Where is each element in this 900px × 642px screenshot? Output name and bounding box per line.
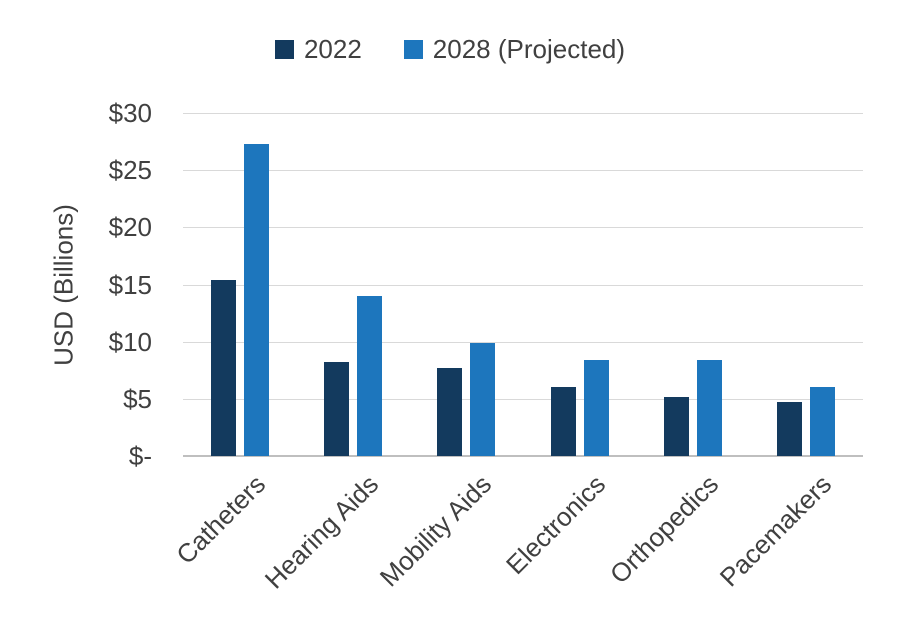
gridline (183, 113, 863, 114)
bar-2028-projected--orthopedics (697, 359, 722, 456)
x-label-catheters: Catheters (169, 469, 271, 570)
legend: 2022 2028 (Projected) (0, 30, 900, 68)
y-tick-label-15: $15 (108, 269, 152, 300)
y-tick-label-20: $20 (108, 212, 152, 243)
legend-swatch-icon (403, 39, 423, 59)
x-label-mobility-aids: Mobility Aids (374, 469, 498, 593)
bar-2028-projected--catheters (243, 143, 269, 456)
plot-area (183, 113, 863, 457)
legend-label: 2028 (Projected) (432, 33, 626, 64)
gridline (183, 227, 863, 229)
y-tick-label-30: $30 (108, 98, 152, 128)
gridline (183, 170, 863, 172)
x-label-orthopedics: Orthopedics (603, 469, 725, 590)
bar-2028-projected--pacemakers (810, 387, 836, 456)
legend-item-2022: 2022 (274, 33, 362, 65)
y-tick-label-5: $5 (123, 383, 152, 414)
gridline (183, 341, 863, 343)
x-axis-line (183, 455, 863, 457)
y-tick-label-0: $- (128, 441, 152, 471)
x-label-pacemakers: Pacemakers (714, 469, 838, 593)
bar-2022-pacemakers (777, 402, 803, 456)
bar-2028-projected--hearing-aids (357, 295, 382, 456)
y-tick-label-25: $25 (108, 155, 152, 186)
bar-2022-orthopedics (664, 396, 689, 456)
bar-2022-mobility-aids (437, 367, 463, 456)
legend-swatch-icon (274, 39, 294, 59)
bar-2028-projected--mobility-aids (470, 342, 496, 456)
legend-item-2028-projected-: 2028 (Projected) (403, 33, 626, 65)
legend-label: 2022 (303, 33, 362, 64)
bar-2022-electronics (550, 387, 576, 456)
bar-2028-projected--electronics (583, 359, 609, 456)
bar-2022-catheters (210, 279, 236, 456)
gridline (183, 398, 863, 400)
y-tick-label-10: $10 (108, 326, 152, 357)
gridline (183, 284, 863, 286)
x-label-hearing-aids: Hearing Aids (258, 469, 385, 595)
bar-2022-hearing-aids (324, 362, 349, 456)
x-label-electronics: Electronics (499, 469, 611, 581)
